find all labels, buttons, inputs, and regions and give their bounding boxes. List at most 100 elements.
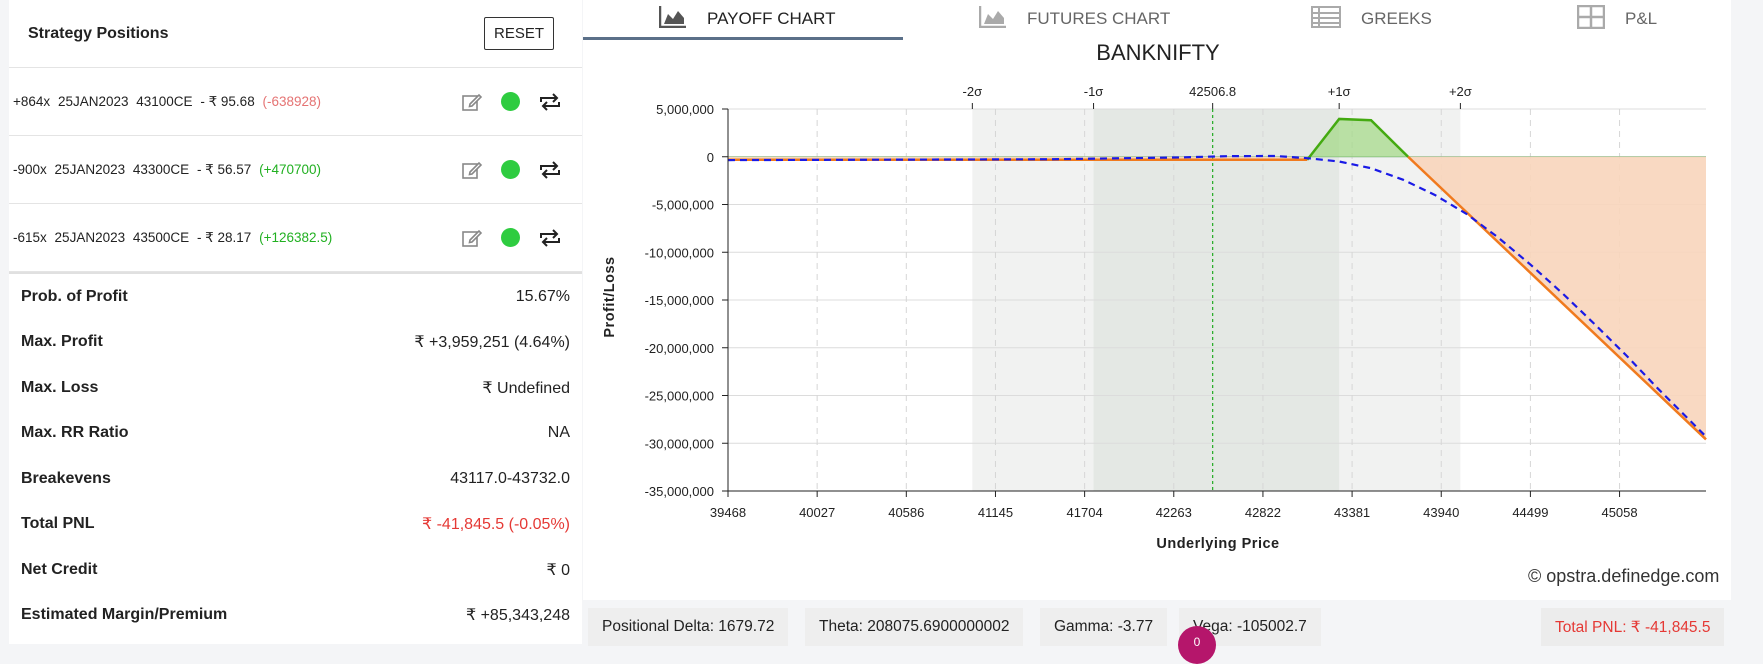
theta-chip: Theta: 208075.6900000002 xyxy=(805,608,1024,646)
x-tick-label: 42822 xyxy=(1245,505,1281,520)
today-payoff-line xyxy=(727,154,1707,438)
stat-row: Max. Profit ₹ +3,959,251 (4.64%) xyxy=(9,320,582,366)
stat-row: Max. RR Ratio NA xyxy=(9,411,582,457)
stat-label: Max. Profit xyxy=(21,333,103,351)
strategy-panel: Strategy Positions RESET +864x 25JAN2023… xyxy=(9,0,582,644)
swap-icon[interactable] xyxy=(538,228,562,248)
swap-icon[interactable] xyxy=(538,92,562,112)
stat-label: Total PNL xyxy=(21,515,95,533)
x-tick-label: 39468 xyxy=(710,505,746,520)
stat-value: ₹ +3,959,251 (4.64%) xyxy=(414,334,570,352)
y-tick-label: -5,000,000 xyxy=(652,198,714,213)
x-tick-label: 41145 xyxy=(978,505,1013,520)
credit-label: opstra.definedge.com xyxy=(1546,566,1720,586)
y-tick-label: -10,000,000 xyxy=(645,245,714,260)
list-icon xyxy=(1311,5,1361,33)
y-tick-label: -15,000,000 xyxy=(645,293,714,308)
position-expiry: 25JAN2023 xyxy=(57,93,129,109)
payoff-chart: BANKNIFTY 5,000,000 0 -5,000,000 -10,000,00… xyxy=(602,40,1707,552)
position-row: -615x 25JAN2023 43500CE - ₹ 28.17 (+1263… xyxy=(9,204,582,272)
stat-row: Estimated Margin/Premium ₹ +85,343,248 xyxy=(9,593,582,639)
y-tick-label: 5,000,000 xyxy=(656,102,714,117)
stat-row: Net Credit ₹ 0 xyxy=(9,547,582,593)
stat-label: Net Credit xyxy=(21,560,98,578)
chart-tabs: PAYOFF CHART FUTURES CHART GREEKS P&L xyxy=(583,0,1731,40)
expiry-payoff-line-right xyxy=(1407,155,1707,441)
position-pnl: (-638928) xyxy=(262,93,322,109)
x-tick-label: 43381 xyxy=(1334,505,1370,520)
x-tick-label: 41704 xyxy=(1067,505,1103,520)
swap-icon[interactable] xyxy=(538,160,562,180)
x-tick-label: 40586 xyxy=(888,505,924,520)
position-text: +864x 25JAN2023 43100CE - ₹ 95.68 (-6389… xyxy=(13,94,325,110)
stat-value: ₹ Undefined xyxy=(482,379,570,397)
profit-area xyxy=(1309,118,1409,157)
y-axis-label: Profit/Loss xyxy=(602,256,618,337)
tab-futures-chart[interactable]: FUTURES CHART xyxy=(978,0,1170,38)
y-tick-label: -25,000,000 xyxy=(645,389,714,404)
position-strike: 43300CE xyxy=(132,161,190,177)
chart-title: BANKNIFTY xyxy=(1096,40,1220,65)
x-tick-label: 43940 xyxy=(1423,505,1459,520)
stat-label: Max. Loss xyxy=(21,378,99,396)
stat-row: Total PNL ₹ -41,845.5 (-0.05%) xyxy=(9,502,582,548)
stat-row: Prob. of Profit 15.67% xyxy=(9,274,582,320)
reset-button[interactable]: RESET xyxy=(483,17,554,50)
position-text: -900x 25JAN2023 43300CE - ₹ 56.57 (+4707… xyxy=(13,162,325,178)
strategy-header: Strategy Positions RESET xyxy=(9,0,582,68)
strategy-stats: Prob. of Profit 15.67% Max. Profit ₹ +3,95… xyxy=(9,272,582,638)
greeks-bar: Positional Delta: 1679.72 Theta: 208075.… xyxy=(0,608,1763,648)
position-strike: 43100CE xyxy=(136,93,193,109)
positions-list: +864x 25JAN2023 43100CE - ₹ 95.68 (-6389… xyxy=(9,68,582,272)
active-toggle[interactable] xyxy=(501,92,520,111)
stat-label: Max. RR Ratio xyxy=(21,424,129,442)
stat-value: NA xyxy=(547,424,570,442)
x-axis-label: Underlying Price xyxy=(1156,536,1279,552)
active-toggle[interactable] xyxy=(501,228,520,247)
stat-label: Prob. of Profit xyxy=(21,287,128,305)
sigma-label: -1σ xyxy=(1084,84,1104,99)
x-tick-label: 45058 xyxy=(1601,505,1637,520)
position-qty: -615x xyxy=(13,229,47,245)
tab-pnl[interactable]: P&L xyxy=(1576,0,1658,38)
tab-label: GREEKS xyxy=(1361,9,1432,28)
y-tick-label: 0 xyxy=(707,150,714,165)
edit-icon[interactable] xyxy=(461,227,483,249)
position-qty: +864x xyxy=(13,93,51,109)
position-pnl: (+470700) xyxy=(259,161,322,177)
active-toggle[interactable] xyxy=(501,160,520,179)
sigma-label: 42506.8 xyxy=(1189,84,1236,99)
notification-badge[interactable]: 0 xyxy=(1178,626,1216,664)
chart-panel: PAYOFF CHART FUTURES CHART GREEKS P&L BA… xyxy=(583,0,1731,600)
position-pnl: (+126382.5) xyxy=(259,229,333,245)
stat-label: Breakevens xyxy=(21,469,111,487)
area-chart-icon xyxy=(978,5,1027,33)
area-chart-icon xyxy=(658,5,707,33)
position-strike: 43500CE xyxy=(132,229,190,245)
position-row: +864x 25JAN2023 43100CE - ₹ 95.68 (-6389… xyxy=(9,68,582,136)
edit-icon[interactable] xyxy=(461,91,483,113)
position-row: -900x 25JAN2023 43300CE - ₹ 56.57 (+4707… xyxy=(9,136,582,204)
position-price: - ₹ 56.57 xyxy=(196,161,252,177)
y-tick-label: -35,000,000 xyxy=(645,484,714,499)
active-tab-indicator xyxy=(583,37,903,40)
tab-payoff-chart[interactable]: PAYOFF CHART xyxy=(658,0,836,38)
stat-row: Breakevens 43117.0-43732.0 xyxy=(9,456,582,502)
sigma-label: -2σ xyxy=(963,84,983,99)
position-price: - ₹ 28.17 xyxy=(196,229,252,245)
copyright-icon: © xyxy=(1528,566,1542,586)
gamma-chip: Gamma: -3.77 xyxy=(1040,608,1168,646)
tab-label: P&L xyxy=(1625,9,1658,28)
sigma-label: +2σ xyxy=(1449,84,1472,99)
tab-label: PAYOFF CHART xyxy=(707,9,836,28)
stat-value: ₹ -41,845.5 (-0.05%) xyxy=(421,516,570,534)
stat-value: ₹ +85,343,248 xyxy=(465,607,570,625)
strategy-title: Strategy Positions xyxy=(28,24,169,42)
position-text: -615x 25JAN2023 43500CE - ₹ 28.17 (+1263… xyxy=(13,230,336,246)
stat-label: Estimated Margin/Premium xyxy=(21,606,228,624)
delta-chip: Positional Delta: 1679.72 xyxy=(588,608,789,646)
position-expiry: 25JAN2023 xyxy=(54,161,126,177)
edit-icon[interactable] xyxy=(461,159,483,181)
tab-greeks[interactable]: GREEKS xyxy=(1311,0,1432,38)
x-tick-label: 44499 xyxy=(1512,505,1548,520)
